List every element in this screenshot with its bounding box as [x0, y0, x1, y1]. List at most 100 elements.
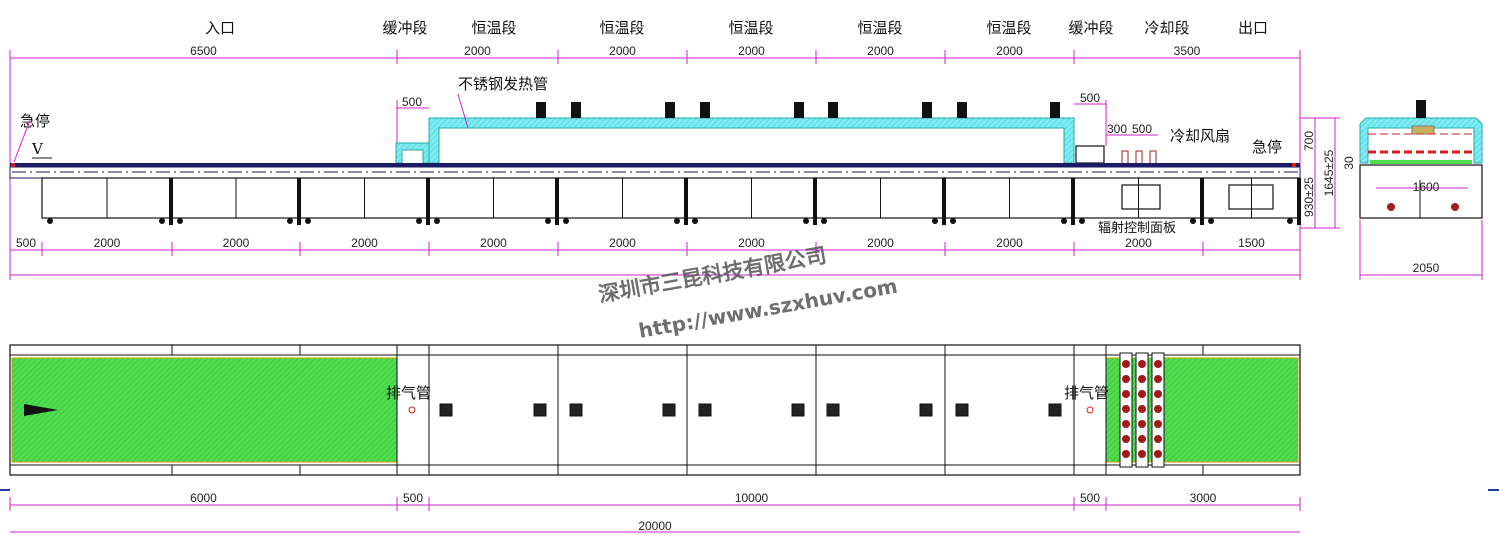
plan-dimension: 6000 [190, 491, 217, 505]
estop-button-left[interactable] [11, 163, 15, 167]
heater-fan-icon [533, 403, 547, 417]
side-dimension: 2000 [223, 236, 250, 250]
direction-arrow-plan [24, 404, 58, 416]
cooling-fan-icon [1154, 450, 1162, 458]
motor-icon [571, 102, 581, 118]
heater-fan-icon [698, 403, 712, 417]
side-dimension: 2000 [996, 236, 1023, 250]
motor-icon [536, 102, 546, 118]
caster-wheel-icon [434, 218, 440, 224]
side-dimension: 2000 [867, 236, 894, 250]
caster-wheel-icon [950, 218, 956, 224]
top-dimension: 2000 [738, 44, 765, 58]
direction-label: V [31, 140, 44, 158]
motor-icon [828, 102, 838, 118]
zone-label: 出口 [1238, 19, 1268, 37]
entry-buffer-hood [395, 142, 430, 164]
heating-tunnel [428, 117, 1075, 164]
caster-wheel-icon [305, 218, 311, 224]
side-dimension: 1500 [1238, 236, 1265, 250]
caster-wheel-icon [932, 218, 938, 224]
offset-dim: 30 [1342, 156, 1356, 170]
estop-label-left: 急停 [20, 112, 50, 130]
cooling-fan-icon [1138, 390, 1146, 398]
plan-dimension: 3000 [1190, 491, 1217, 505]
cooling-fan-icon [1138, 435, 1146, 443]
control-panel-1 [1121, 184, 1161, 210]
cooling-fan-icon [1138, 375, 1146, 383]
heater-fan-icon [1048, 403, 1062, 417]
fan-spacing-dim-1: 300 [1107, 122, 1127, 136]
cooling-fan-icon [1122, 375, 1130, 383]
caster-wheel-icon [1061, 218, 1067, 224]
cooling-fan-label: 冷却风扇 [1170, 127, 1230, 145]
control-panel-label: 辐射控制面板 [1098, 220, 1176, 236]
motor-icon [794, 102, 804, 118]
estop-label-right: 急停 [1252, 138, 1282, 156]
cooling-fan-rows [1119, 352, 1165, 468]
cooling-fan-icon [1154, 390, 1162, 398]
motor-icon [957, 102, 967, 118]
exhaust-pipe-left [408, 406, 416, 414]
caster-wheel-icon [674, 218, 680, 224]
caster-wheel-icon [821, 218, 827, 224]
caster-wheel-icon [287, 218, 293, 224]
end-view: 1600 2050 30 [1342, 100, 1483, 280]
estop-button-right[interactable] [1292, 163, 1296, 167]
caster-wheel-icon [47, 218, 53, 224]
cabinets [41, 177, 1301, 225]
caster-wheel-icon [563, 218, 569, 224]
top-dimension: 3500 [1174, 44, 1201, 58]
end-view-motor [1416, 100, 1426, 118]
cooling-fan-icon [1122, 360, 1130, 368]
cooling-fan-icon [1138, 450, 1146, 458]
top-dimension-row: 6500 2000 2000 2000 2000 2000 3500 [9, 44, 1301, 280]
motor-icon [665, 102, 675, 118]
side-dimension-row: 500 2000 2000 2000 2000 2000 2000 2000 2000 2000 1… [9, 236, 1301, 256]
caster-wheel-icon [1190, 218, 1196, 224]
plan-dimension-row: 6000 500 10000 500 3000 [9, 491, 1301, 511]
caster-wheel-icon [159, 218, 165, 224]
heater-fan-icon [569, 403, 583, 417]
zone-label: 缓冲段 [382, 19, 427, 37]
cooling-fan-icon [1154, 435, 1162, 443]
plan-dimension: 10000 [735, 491, 769, 505]
plan-dimension: 500 [1080, 491, 1100, 505]
caster-wheel-icon [803, 218, 809, 224]
entry-belt [11, 357, 398, 463]
caster-wheel-icon [1287, 218, 1293, 224]
end-view-fan [1451, 203, 1459, 211]
conveyor-rail [10, 163, 1300, 167]
caster-wheel-icon [692, 218, 698, 224]
caster-wheel-icon [177, 218, 183, 224]
side-dimension: 2000 [480, 236, 507, 250]
side-dimension: 2000 [351, 236, 378, 250]
cooling-fan-icon [1154, 420, 1162, 428]
plan-view: 排气管 排气管 [9, 344, 1301, 476]
zone-label: 恒温段 [599, 19, 644, 37]
exhaust-label-left: 排气管 [386, 384, 431, 402]
cooling-fan-icon [1154, 375, 1162, 383]
heater-fan-icon [919, 403, 933, 417]
heater-fan-icon [955, 403, 969, 417]
caster-wheel-icon [545, 218, 551, 224]
cooling-fan-icon [1122, 450, 1130, 458]
zone-label: 恒温段 [728, 19, 773, 37]
cooling-fan-icon [1138, 360, 1146, 368]
heater-fan-icon [826, 403, 840, 417]
zone-label: 恒温段 [471, 19, 516, 37]
cooling-fan-icon [1154, 405, 1162, 413]
top-dimension: 2000 [609, 44, 636, 58]
zone-label: 恒温段 [986, 19, 1031, 37]
entry-buffer-dim: 500 [402, 95, 422, 109]
cooling-fan-icon [1122, 420, 1130, 428]
top-dimension: 2000 [996, 44, 1023, 58]
overall-length-dim: 20000 [638, 519, 672, 533]
caster-wheel-icon [1208, 218, 1214, 224]
control-panel-2 [1228, 184, 1274, 210]
exit-belt [1105, 357, 1299, 463]
inner-width-dim: 1600 [1413, 180, 1440, 194]
conveyor-height-dim: 930±25 [1302, 177, 1316, 217]
side-dimension: 2000 [738, 236, 765, 250]
